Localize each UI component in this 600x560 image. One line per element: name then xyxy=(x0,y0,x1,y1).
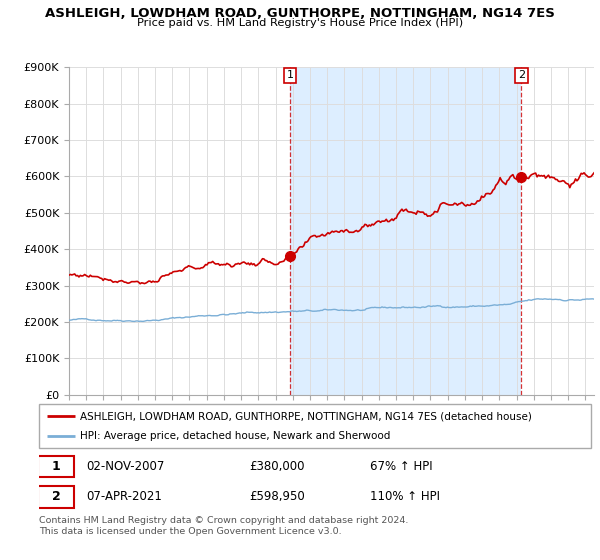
Text: ASHLEIGH, LOWDHAM ROAD, GUNTHORPE, NOTTINGHAM, NG14 7ES: ASHLEIGH, LOWDHAM ROAD, GUNTHORPE, NOTTI… xyxy=(45,7,555,20)
FancyBboxPatch shape xyxy=(38,455,74,477)
Text: Contains HM Land Registry data © Crown copyright and database right 2024.
This d: Contains HM Land Registry data © Crown c… xyxy=(39,516,409,536)
FancyBboxPatch shape xyxy=(38,486,74,507)
Text: ASHLEIGH, LOWDHAM ROAD, GUNTHORPE, NOTTINGHAM, NG14 7ES (detached house): ASHLEIGH, LOWDHAM ROAD, GUNTHORPE, NOTTI… xyxy=(80,411,532,421)
Text: 1: 1 xyxy=(286,71,293,81)
Text: 1: 1 xyxy=(52,460,61,473)
Text: 07-APR-2021: 07-APR-2021 xyxy=(86,490,162,503)
FancyBboxPatch shape xyxy=(39,404,591,448)
Text: £380,000: £380,000 xyxy=(249,460,304,473)
Text: 2: 2 xyxy=(518,71,525,81)
Text: HPI: Average price, detached house, Newark and Sherwood: HPI: Average price, detached house, Newa… xyxy=(80,431,391,441)
Bar xyxy=(290,67,521,395)
Text: 110% ↑ HPI: 110% ↑ HPI xyxy=(370,490,440,503)
Text: 02-NOV-2007: 02-NOV-2007 xyxy=(86,460,164,473)
Text: 67% ↑ HPI: 67% ↑ HPI xyxy=(370,460,433,473)
Text: 2: 2 xyxy=(52,490,61,503)
Text: £598,950: £598,950 xyxy=(249,490,305,503)
Text: Price paid vs. HM Land Registry's House Price Index (HPI): Price paid vs. HM Land Registry's House … xyxy=(137,18,463,29)
